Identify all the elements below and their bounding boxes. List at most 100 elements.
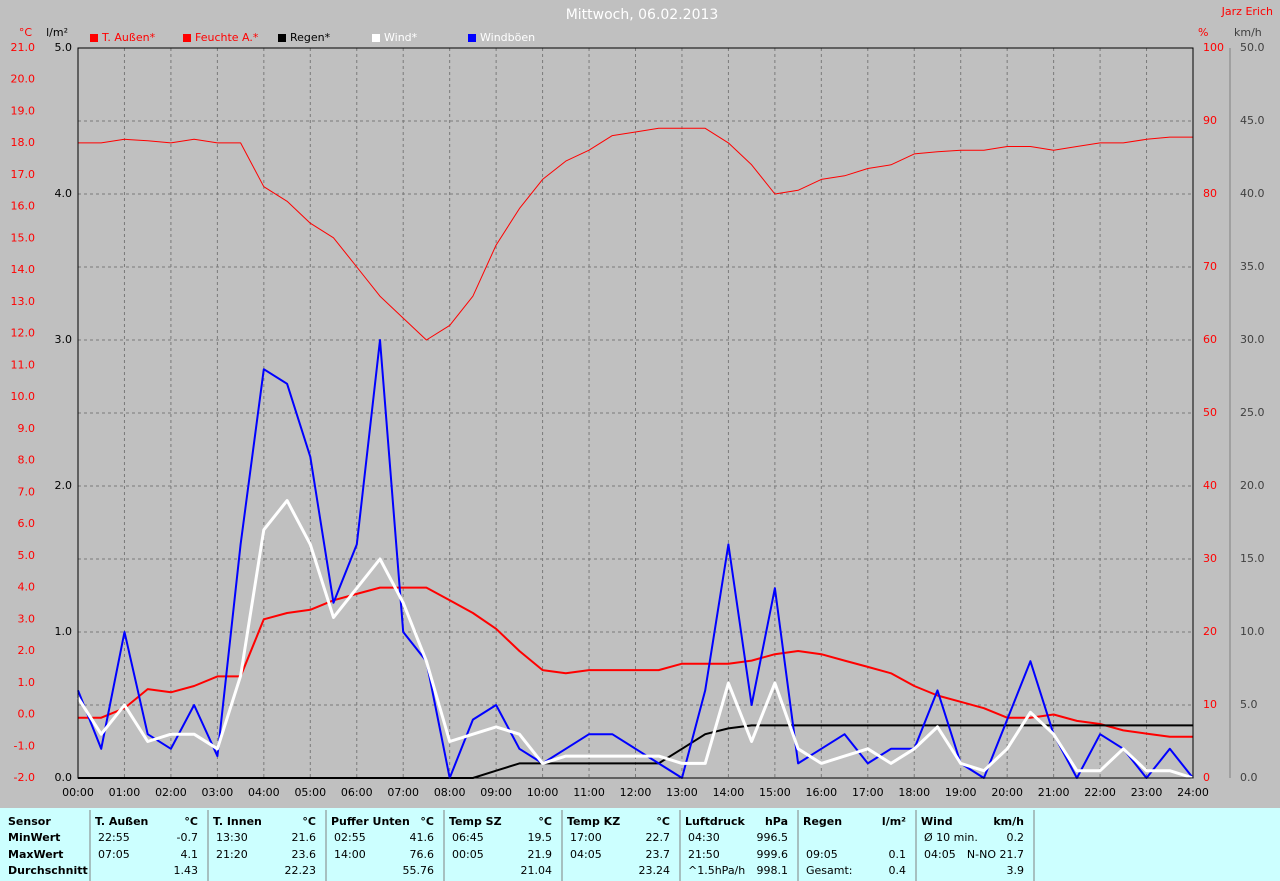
y2-tick-label: 30 [1203, 552, 1217, 565]
column-header: T. Innen [213, 815, 262, 828]
y4-tick-label: 50.0 [1240, 41, 1265, 54]
y-tick-label: 10.0 [11, 390, 36, 403]
column-header: Puffer Unten [331, 815, 410, 828]
y3-tick-label: 1.0 [55, 625, 73, 638]
x-tick-label: 14:00 [713, 786, 745, 799]
y3-tick-label: 0.0 [55, 771, 73, 784]
y-tick-label: 3.0 [18, 612, 36, 625]
cell-time: Ø 10 min. [924, 831, 978, 844]
y2-unit: % [1198, 26, 1208, 39]
y2-tick-label: 90 [1203, 114, 1217, 127]
x-tick-label: 13:00 [666, 786, 698, 799]
cell-value: 23.24 [639, 864, 671, 877]
y3-tick-label: 5.0 [55, 41, 73, 54]
cell-time: 17:00 [570, 831, 602, 844]
y4-tick-label: 15.0 [1240, 552, 1265, 565]
table-header: Sensor [8, 815, 51, 828]
cell-value: 76.6 [410, 848, 435, 861]
cell-time: 07:05 [98, 848, 130, 861]
x-tick-label: 08:00 [434, 786, 466, 799]
cell-time: 21:50 [688, 848, 720, 861]
cell-value: 999.6 [757, 848, 789, 861]
stats-table-bg [0, 808, 1280, 881]
column-unit: °C [538, 815, 552, 828]
cell-time: 04:05 [924, 848, 956, 861]
x-tick-label: 04:00 [248, 786, 280, 799]
y4-tick-label: 5.0 [1240, 698, 1258, 711]
y-tick-label: 1.0 [18, 676, 36, 689]
cell-value: 21.6 [292, 831, 317, 844]
y2-tick-label: 60 [1203, 333, 1217, 346]
legend-swatch [372, 34, 380, 42]
y3-tick-label: 3.0 [55, 333, 73, 346]
cell-time: 13:30 [216, 831, 248, 844]
x-tick-label: 23:00 [1131, 786, 1163, 799]
cell-value: 1.43 [174, 864, 199, 877]
x-tick-label: 21:00 [1038, 786, 1070, 799]
legend-swatch [278, 34, 286, 42]
cell-value: 0.1 [889, 848, 907, 861]
axes: 00:00 01:00 02:00 03:00 04:00 05:00 06:00 07:00… [11, 41, 1265, 799]
y-tick-label: 2.0 [18, 644, 36, 657]
series-line [76, 499, 1194, 780]
cell-value: 21.04 [521, 864, 553, 877]
legend-swatch [90, 34, 98, 42]
column-unit: °C [302, 815, 316, 828]
y-tick-label: -1.0 [14, 739, 35, 752]
x-tick-label: 11:00 [573, 786, 605, 799]
y-tick-label: 5.0 [18, 549, 36, 562]
cell-value: 4.1 [181, 848, 199, 861]
y-tick-label: 8.0 [18, 454, 36, 467]
cell-value: 19.5 [528, 831, 553, 844]
legend-label: Regen* [290, 31, 331, 44]
cell-value: 22.7 [646, 831, 671, 844]
y4-tick-label: 0.0 [1240, 771, 1258, 784]
column-unit: °C [420, 815, 434, 828]
series-line [77, 339, 1194, 779]
series-line [78, 127, 1193, 341]
y-tick-label: 7.0 [18, 485, 36, 498]
y2-tick-label: 70 [1203, 260, 1217, 273]
stats-table: MinWert MaxWert Durchschnitt T. Außen °C 22:5… [8, 810, 1035, 881]
legend-swatch [468, 34, 476, 42]
y4-tick-label: 40.0 [1240, 187, 1265, 200]
cell-time: Gesamt: [806, 864, 853, 877]
legend-label: Feuchte A.* [195, 31, 259, 44]
cell-time: 22:55 [98, 831, 130, 844]
y-tick-label: 17.0 [11, 168, 36, 181]
x-tick-label: 06:00 [341, 786, 373, 799]
y-tick-label: 13.0 [11, 295, 36, 308]
column-header: Temp SZ [449, 815, 502, 828]
column-header: T. Außen [95, 815, 148, 828]
x-tick-label: 03:00 [202, 786, 234, 799]
x-tick-label: 19:00 [945, 786, 977, 799]
row-label: Durchschnitt [8, 864, 88, 877]
x-tick-label: 20:00 [991, 786, 1023, 799]
cell-time: 04:30 [688, 831, 720, 844]
cell-time: 14:00 [334, 848, 366, 861]
y2-tick-label: 0 [1203, 771, 1210, 784]
column-unit: l/m² [882, 815, 906, 828]
y-tick-label: 21.0 [11, 41, 36, 54]
y2-tick-label: 10 [1203, 698, 1217, 711]
y-tick-label: 20.0 [11, 73, 36, 86]
cell-value: 55.76 [403, 864, 435, 877]
x-tick-label: 22:00 [1084, 786, 1116, 799]
y4-unit: km/h [1234, 26, 1262, 39]
column-unit: km/h [993, 815, 1024, 828]
y4-tick-label: 45.0 [1240, 114, 1265, 127]
cell-value: 0.4 [889, 864, 907, 877]
x-tick-label: 15:00 [759, 786, 791, 799]
legend-label: Windböen [480, 31, 535, 44]
y2-tick-label: 50 [1203, 406, 1217, 419]
column-unit: °C [184, 815, 198, 828]
y3-tick-label: 4.0 [55, 187, 73, 200]
cell-time: 21:20 [216, 848, 248, 861]
y-tick-label: 9.0 [18, 422, 36, 435]
cell-value: 22.23 [285, 864, 317, 877]
author: Jarz Erich [1221, 5, 1273, 18]
cell-time: 02:55 [334, 831, 366, 844]
cell-value: 998.1 [757, 864, 789, 877]
